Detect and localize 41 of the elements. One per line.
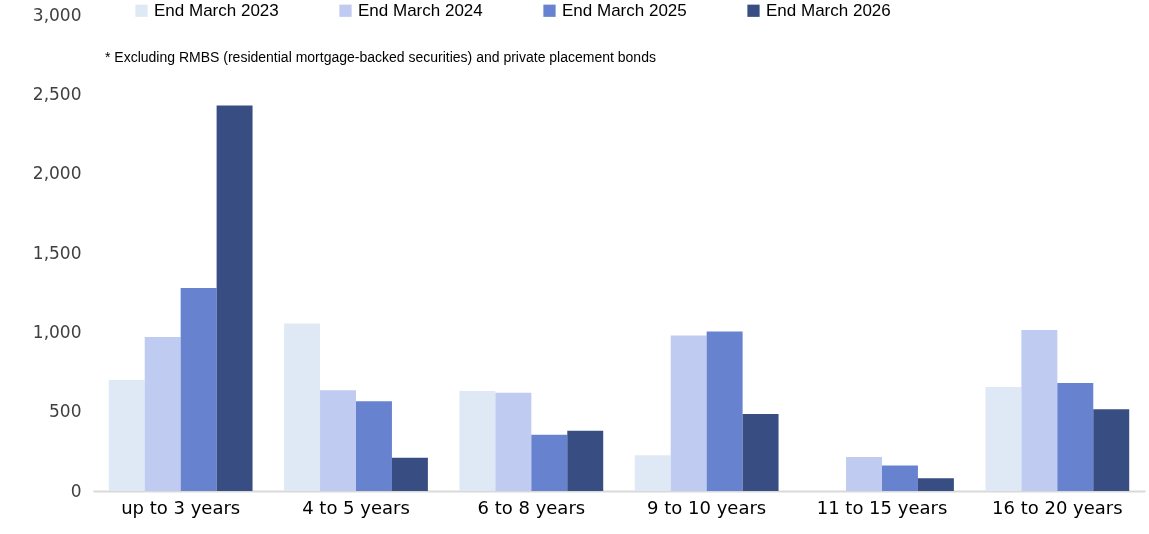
bar <box>1093 409 1130 491</box>
bar <box>706 331 743 491</box>
y-tick-label: 1,000 <box>32 321 82 342</box>
x-tick-label: 9 to 10 years <box>647 496 767 518</box>
bar <box>216 105 253 491</box>
bar <box>284 323 321 491</box>
x-tick-label: 16 to 20 years <box>992 496 1123 518</box>
legend-label: End March 2024 <box>358 0 483 20</box>
bar <box>180 287 217 491</box>
y-tick-label: 1,500 <box>32 242 82 263</box>
y-tick-label: 2,000 <box>32 163 82 184</box>
bar <box>985 387 1022 491</box>
bar <box>320 390 356 491</box>
bar <box>495 392 532 491</box>
bar <box>356 401 392 491</box>
annotation: * Excluding RMBS (residential mortgage-backed securities) and private placement bonds <box>105 49 656 65</box>
bar <box>742 414 779 491</box>
bar <box>1057 383 1094 491</box>
bar <box>567 430 604 491</box>
y-tick-label: 2,500 <box>32 83 82 104</box>
bar <box>846 456 882 491</box>
bar <box>391 457 428 491</box>
bar <box>108 379 145 491</box>
x-tick-label: 6 to 8 years <box>477 496 586 518</box>
bar <box>670 335 707 491</box>
bar <box>1021 329 1058 491</box>
bar <box>144 337 181 491</box>
x-tick-label: up to 3 years <box>121 496 241 518</box>
legend-label: End March 2025 <box>562 0 687 20</box>
legend-label: End March 2026 <box>766 0 891 20</box>
y-tick-label: 0 <box>70 480 82 501</box>
bar <box>459 391 496 491</box>
y-tick-label: 3,000 <box>32 4 82 25</box>
bar <box>634 455 671 491</box>
x-tick-label: 11 to 15 years <box>816 496 948 518</box>
x-tick-label: 4 to 5 years <box>302 496 410 518</box>
bar <box>917 478 954 491</box>
y-tick-label: 500 <box>49 401 82 422</box>
bar <box>531 434 568 491</box>
bar <box>882 465 918 491</box>
legend-label: End March 2023 <box>154 0 279 20</box>
